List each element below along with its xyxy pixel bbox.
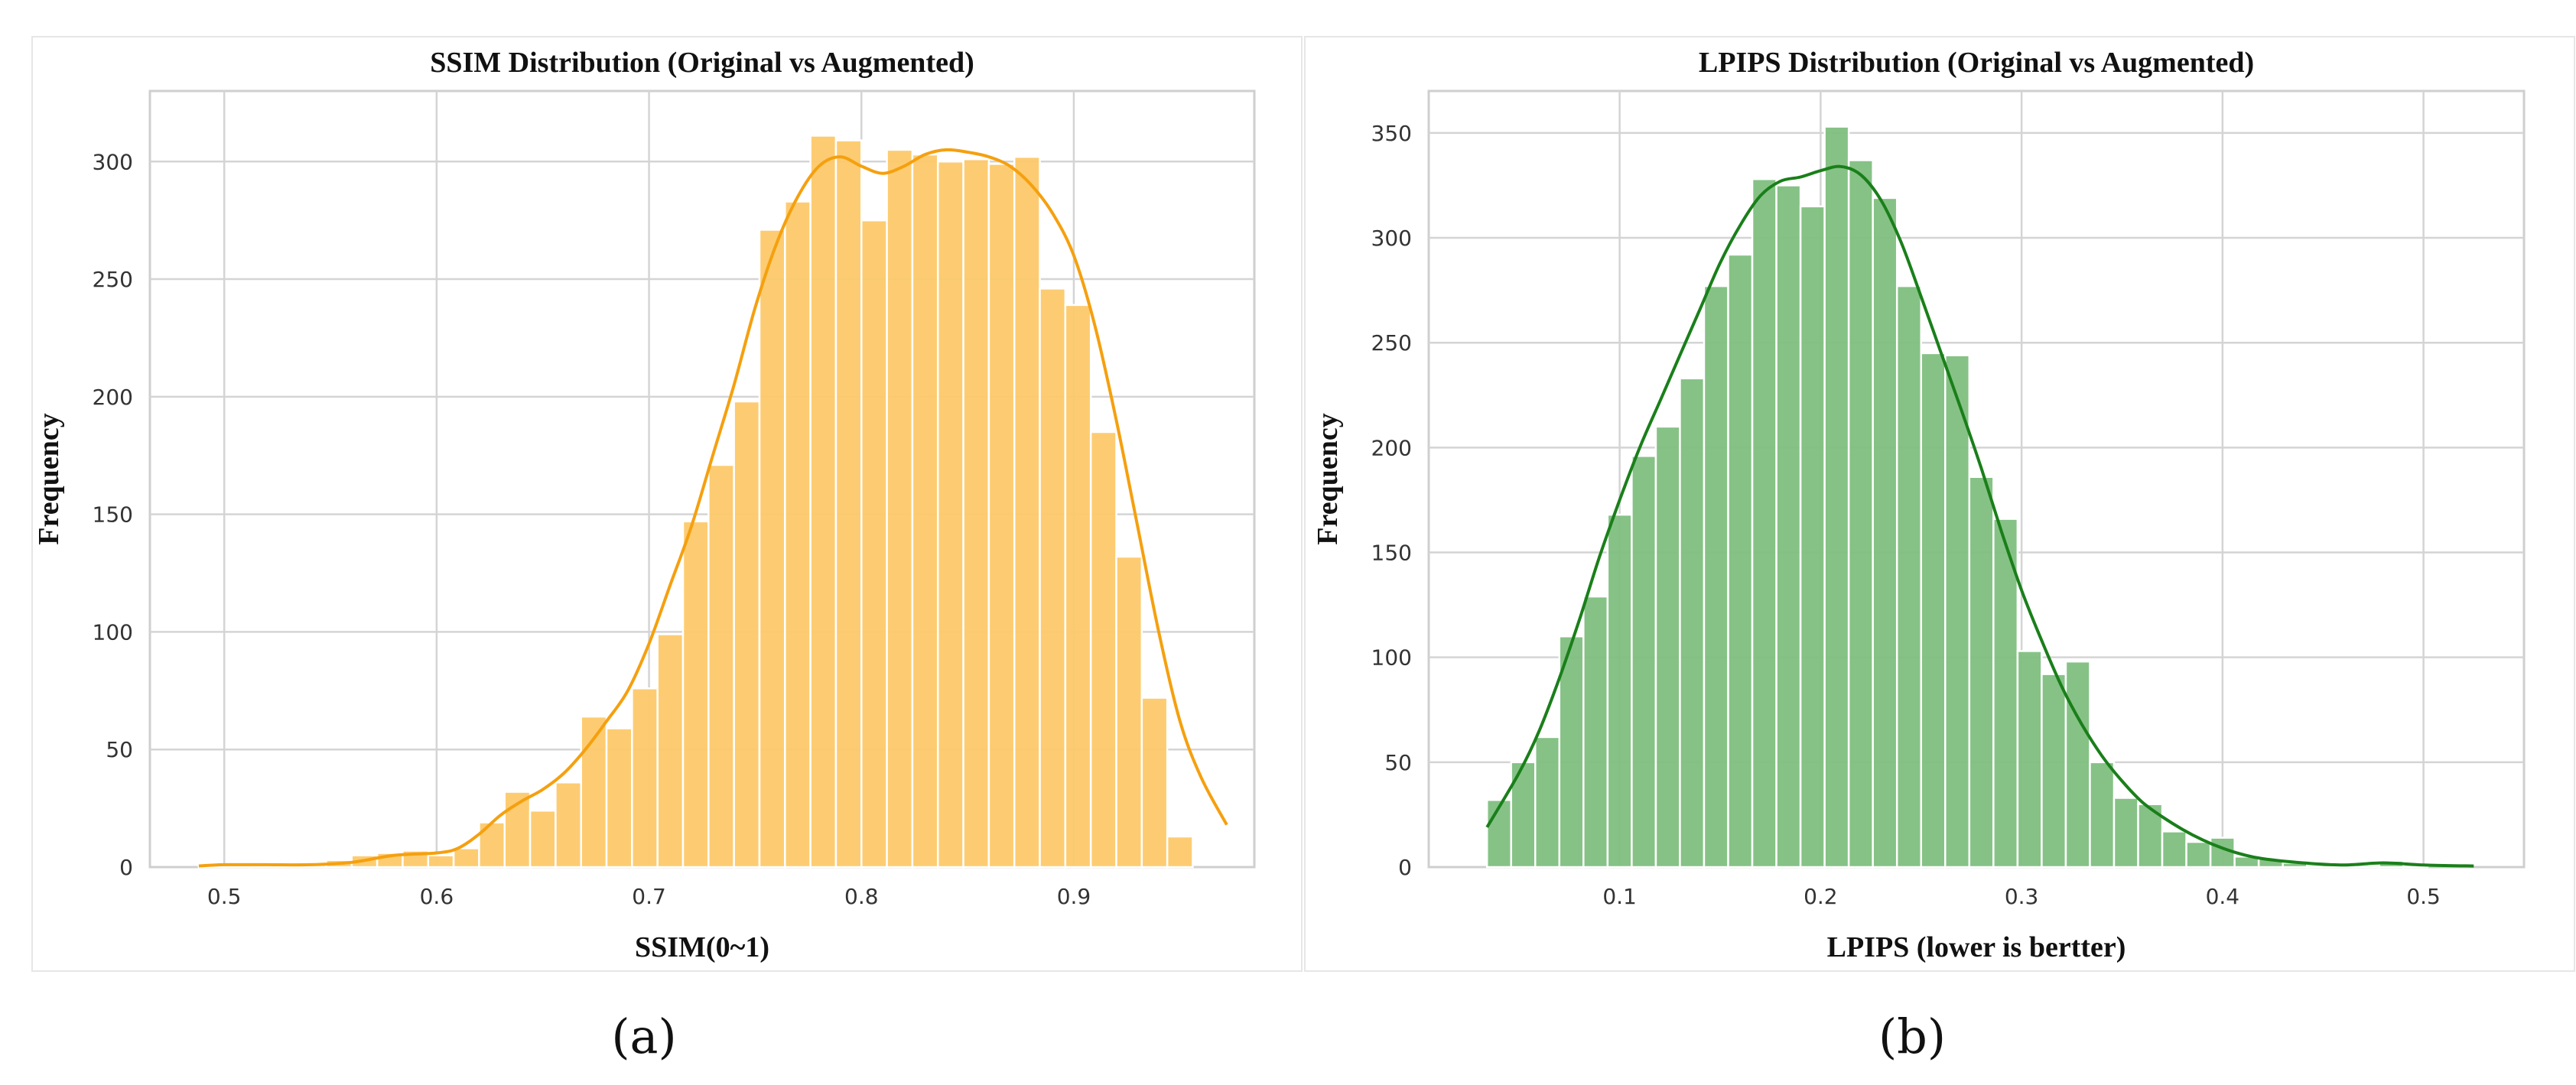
y-tick-label: 200	[93, 385, 133, 410]
histogram-bar	[1895, 284, 1922, 869]
histogram-bar	[834, 139, 863, 869]
histogram-bar	[452, 847, 480, 869]
histogram-bar	[1140, 697, 1169, 869]
x-tick-label: 0.9	[1057, 884, 1091, 909]
histogram-bar	[1775, 184, 1802, 869]
histogram-bar	[605, 727, 633, 869]
histogram-bar	[1727, 253, 1754, 869]
x-tick-labels: 0.1 0.2 0.3 0.4 0.5	[1602, 884, 2441, 909]
histogram-bar	[2161, 830, 2187, 869]
histogram-bar	[1631, 455, 1657, 869]
x-tick-labels: 0.5 0.6 0.7 0.8 0.9	[207, 884, 1091, 909]
histogram-bar	[427, 854, 455, 869]
ssim-histogram-panel: 0.5 0.6 0.7 0.8 0.9 0 50 100 150 200 250 300 SSIM …	[31, 36, 1303, 1064]
histogram-bar	[1039, 287, 1067, 869]
histogram-bar	[1013, 155, 1041, 869]
histogram-bar	[1064, 304, 1092, 869]
histogram-bar	[1799, 205, 1826, 869]
panel-frame	[1304, 36, 2575, 972]
x-tick-label: 0.1	[1602, 884, 1637, 909]
histogram-bar	[2041, 673, 2067, 869]
histogram-bar	[2016, 650, 2043, 869]
histogram-bar	[1823, 125, 1850, 869]
chart-title: SSIM Distribution (Original vs Augmented…	[430, 47, 974, 79]
histogram-bar	[987, 163, 1016, 869]
histogram-bar	[631, 687, 659, 869]
histogram-bars	[1485, 125, 2429, 869]
y-tick-label: 350	[1371, 121, 1412, 146]
y-tick-label: 100	[93, 619, 133, 645]
panel-caption: (a)	[611, 1009, 676, 1064]
histogram-bar	[1703, 284, 1729, 869]
y-tick-label: 250	[93, 267, 133, 292]
histogram-bar	[1968, 476, 1995, 869]
histogram-bar	[886, 148, 914, 869]
histogram-bar	[936, 161, 964, 869]
x-axis-label: SSIM(0~1)	[635, 931, 769, 963]
histogram-bar	[1751, 177, 1778, 869]
x-tick-label: 0.5	[2406, 884, 2441, 909]
y-tick-label: 50	[1384, 750, 1412, 775]
histogram-bar	[2064, 660, 2091, 869]
histogram-bar	[1534, 736, 1561, 869]
x-tick-label: 0.2	[1804, 884, 1838, 909]
x-tick-label: 0.4	[2206, 884, 2240, 909]
panel-frame	[31, 36, 1303, 972]
y-tick-label: 100	[1371, 645, 1412, 671]
y-tick-label: 150	[1371, 541, 1412, 566]
y-tick-label: 200	[1371, 435, 1412, 460]
histogram-bar	[1872, 197, 1898, 869]
y-axis-label: Frequency	[33, 413, 65, 544]
histogram-bar	[1920, 352, 1947, 869]
chart-title: LPIPS Distribution (Original vs Augmente…	[1699, 47, 2254, 79]
histogram-bar	[2089, 761, 2116, 869]
y-tick-label: 50	[106, 737, 133, 762]
y-tick-label: 0	[1398, 855, 1412, 880]
y-tick-label: 150	[93, 502, 133, 528]
histogram-bar	[1606, 513, 1633, 869]
histogram-bar	[911, 153, 939, 869]
x-tick-label: 0.6	[420, 884, 454, 909]
x-tick-label: 0.7	[632, 884, 666, 909]
kde-curve	[198, 148, 1228, 868]
y-tick-labels: 0 50 100 150 200 250 300	[93, 149, 133, 880]
y-tick-label: 0	[119, 855, 133, 880]
lpips-histogram-panel: 0.1 0.2 0.3 0.4 0.5 0 50 100 150 200 250 300 350 LP…	[1304, 36, 2575, 1064]
histogram-bar	[707, 463, 735, 869]
y-tick-label: 300	[1371, 226, 1412, 251]
x-tick-label: 0.3	[2005, 884, 2039, 909]
histogram-bar	[809, 135, 838, 869]
histogram-bar	[2113, 797, 2139, 869]
histogram-bar	[1115, 555, 1143, 869]
y-tick-label: 300	[93, 149, 133, 174]
histogram-bar	[1166, 835, 1194, 869]
histogram-bar	[860, 219, 888, 869]
kde-curve	[1485, 164, 2474, 868]
x-axis-label: LPIPS (lower is bertter)	[1827, 931, 2126, 963]
y-axis-label: Frequency	[1312, 413, 1344, 544]
x-tick-label: 0.8	[844, 884, 879, 909]
histogram-bar	[555, 781, 582, 869]
histogram-bar	[2185, 840, 2212, 869]
histogram-bars	[197, 135, 1194, 869]
histogram-bar	[784, 200, 812, 869]
histogram-bar	[656, 633, 685, 869]
histogram-bar	[1089, 430, 1117, 869]
histogram-bar	[681, 520, 710, 869]
histogram-bar	[529, 809, 557, 869]
histogram-bar	[1944, 354, 1971, 869]
histogram-bar	[1679, 377, 1706, 869]
histogram-bar	[758, 229, 786, 869]
x-tick-label: 0.5	[207, 884, 242, 909]
panel-caption: (b)	[1878, 1009, 1946, 1064]
y-tick-label: 250	[1371, 330, 1412, 356]
histogram-bar	[1847, 159, 1874, 869]
histogram-bar	[1582, 595, 1609, 869]
histogram-bar	[962, 158, 990, 869]
histogram-bar	[733, 400, 761, 869]
histogram-bar	[1654, 425, 1681, 869]
y-tick-labels: 0 50 100 150 200 250 300 350	[1371, 121, 1412, 880]
